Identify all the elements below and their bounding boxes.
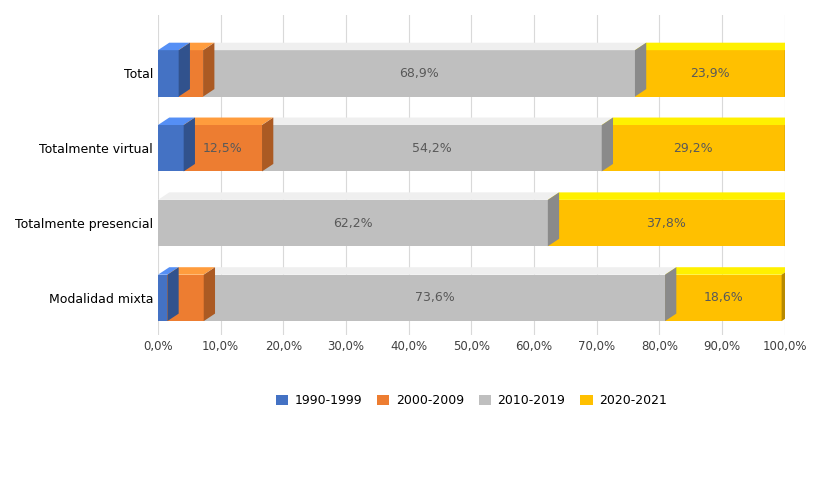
Polygon shape [158,267,178,275]
Text: 54,2%: 54,2% [412,141,452,155]
Polygon shape [262,118,613,125]
Legend: 1990-1999, 2000-2009, 2010-2019, 2020-2021: 1990-1999, 2000-2009, 2010-2019, 2020-20… [270,390,672,413]
Bar [665,275,782,321]
Polygon shape [158,43,190,50]
Polygon shape [168,267,215,275]
Polygon shape [158,118,195,125]
Polygon shape [547,192,796,200]
Text: 29,2%: 29,2% [673,141,713,155]
Bar [204,275,665,321]
Text: 18,6%: 18,6% [704,292,743,304]
Polygon shape [635,43,796,50]
Bar [635,50,785,97]
Polygon shape [665,267,793,275]
Polygon shape [203,43,646,50]
Text: 73,6%: 73,6% [414,292,455,304]
Bar [168,275,204,321]
Polygon shape [782,267,793,321]
Polygon shape [183,118,273,125]
Polygon shape [178,43,190,97]
Polygon shape [785,192,796,246]
Polygon shape [204,267,215,321]
Text: 12,5%: 12,5% [203,141,242,155]
Polygon shape [785,43,796,97]
Polygon shape [204,267,677,275]
Text: 37,8%: 37,8% [646,217,686,229]
Polygon shape [635,43,646,97]
Polygon shape [262,118,273,172]
Polygon shape [168,267,178,321]
Bar [183,125,262,172]
Text: 23,9%: 23,9% [690,67,730,80]
Polygon shape [203,43,215,97]
Bar [158,275,168,321]
Bar [602,125,785,172]
Bar [158,125,183,172]
Bar [203,50,635,97]
Polygon shape [158,192,559,200]
Polygon shape [785,118,796,172]
Bar [158,200,547,246]
Polygon shape [602,118,796,125]
Bar [178,50,203,97]
Text: 68,9%: 68,9% [399,67,439,80]
Bar [158,50,178,97]
Polygon shape [665,267,677,321]
Polygon shape [547,192,559,246]
Polygon shape [602,118,613,172]
Text: 62,2%: 62,2% [333,217,372,229]
Polygon shape [178,43,215,50]
Polygon shape [183,118,195,172]
Bar [262,125,602,172]
Bar [547,200,785,246]
